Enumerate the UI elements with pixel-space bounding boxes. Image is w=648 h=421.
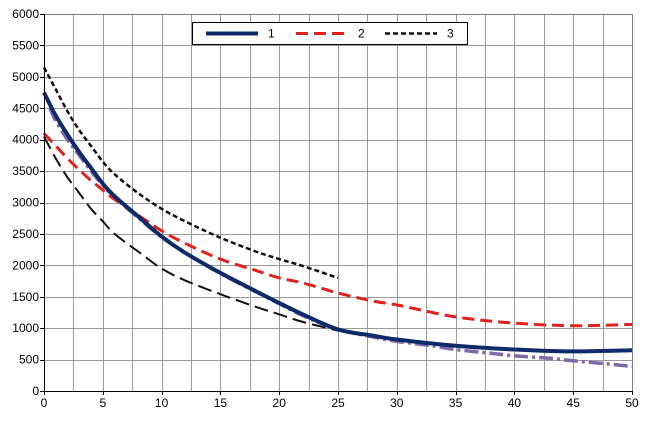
legend-label-3: 3 [447,27,454,41]
y-tick-label: 6000 [12,7,39,21]
legend: 1 2 3 [192,22,468,45]
y-tick-label: 3000 [12,196,39,210]
legend-box [192,22,468,45]
y-tick-label: 1000 [12,321,39,335]
x-tick-label: 50 [625,396,639,410]
x-tick-label: 40 [508,396,522,410]
axes: 0500100015002000250030003500400045005000… [12,7,639,410]
series-1-line [42,91,633,354]
x-tick-label: 20 [273,396,287,410]
x-tick-label: 45 [567,396,581,410]
x-tick-label: 10 [155,396,169,410]
y-tick-label: 2500 [12,227,39,241]
y-tick-label: 3500 [12,164,39,178]
x-tick-label: 15 [214,396,228,410]
series-layer [42,66,633,369]
series-black-dashed-line [43,136,339,332]
y-tick-label: 4500 [12,101,39,115]
y-tick-label: 500 [19,353,39,367]
x-tick-label: 5 [99,396,106,410]
y-tick-label: 0 [32,384,39,398]
x-tick-label: 30 [390,396,404,410]
y-tick-label: 2000 [12,258,39,272]
series-3-line [42,66,339,280]
y-tick-label: 5000 [12,70,39,84]
y-tick-label: 1500 [12,290,39,304]
x-tick-label: 35 [449,396,463,410]
y-tick-label: 5500 [12,38,39,52]
x-tick-label: 25 [331,396,345,410]
x-tick-label: 0 [41,396,48,410]
series-2-line [42,132,633,328]
legend-label-1: 1 [268,27,275,41]
y-tick-label: 4000 [12,133,39,147]
grid [44,14,633,392]
legend-label-2: 2 [358,27,365,41]
